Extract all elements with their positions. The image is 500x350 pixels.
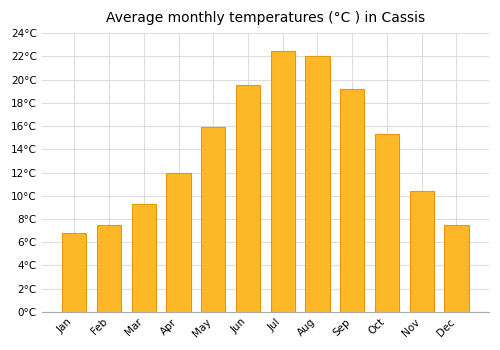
Bar — [236, 85, 260, 312]
Bar — [444, 225, 468, 312]
Bar — [201, 127, 226, 312]
Bar — [62, 233, 86, 312]
Bar — [340, 89, 364, 312]
Title: Average monthly temperatures (°C ) in Cassis: Average monthly temperatures (°C ) in Ca… — [106, 11, 425, 25]
Bar — [166, 173, 190, 312]
Bar — [375, 134, 399, 312]
Bar — [270, 51, 295, 312]
Bar — [97, 225, 121, 312]
Bar — [132, 204, 156, 312]
Bar — [410, 191, 434, 312]
Bar — [306, 56, 330, 312]
